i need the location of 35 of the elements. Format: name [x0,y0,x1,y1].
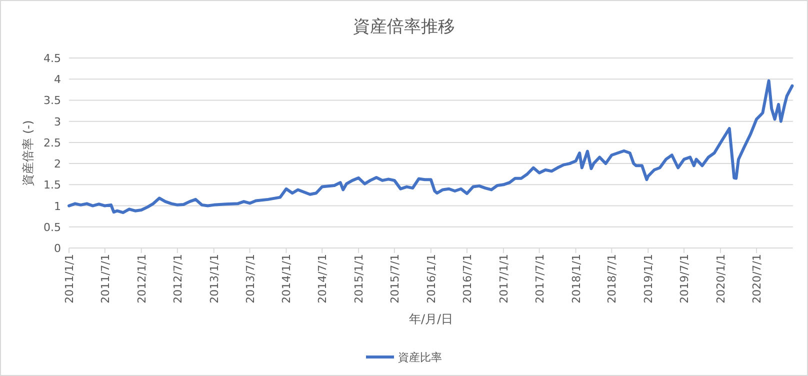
y-tick-label: 0 [54,242,61,255]
chart-title: 資産倍率推移 [353,17,455,37]
x-tick-label: 2015/7/1 [388,254,402,304]
x-tick-label: 2012/1/1 [135,254,148,304]
y-tick-label: 4 [54,73,61,86]
x-tick-label: 2012/7/1 [171,254,184,304]
legend-label: 資産比率 [398,351,442,364]
x-tick-label: 2014/1/1 [280,254,294,304]
x-tick-label: 2017/1/1 [497,254,510,304]
x-tick-label: 2011/7/1 [98,254,112,304]
y-axis-title: 資産倍率 (-) [21,120,35,186]
x-tick-label: 2016/1/1 [424,254,438,304]
x-tick-label: 2019/1/1 [642,254,656,304]
x-tick-label: 2011/1/1 [63,254,76,304]
x-tick-label: 2020/7/1 [750,254,764,304]
x-tick-label: 2018/1/1 [570,254,583,304]
y-tick-label: 4.5 [44,52,61,65]
x-tick-label: 2013/1/1 [208,254,221,304]
x-tick-label: 2014/7/1 [316,254,330,304]
x-tick-label: 2013/7/1 [244,254,257,304]
x-tick-label: 2017/7/1 [533,254,546,304]
y-tick-label: 1.5 [44,178,61,192]
y-tick-label: 1 [54,200,61,213]
line-series [68,79,794,214]
y-tick-label: 3.5 [44,94,61,108]
x-tick-label: 2015/1/1 [352,254,366,304]
y-tick-label: 0.5 [44,220,61,234]
x-tick-label: 2019/7/1 [678,254,691,304]
y-tick-label: 2 [54,158,61,171]
x-axis-title: 年/月/日 [408,312,454,326]
x-tick-label: 2020/1/1 [714,254,728,304]
y-tick-label: 2.5 [44,136,61,150]
x-tick-label: 2016/7/1 [460,254,474,304]
x-tick-label: 2018/7/1 [606,254,619,304]
y-tick-label: 3 [54,115,61,128]
